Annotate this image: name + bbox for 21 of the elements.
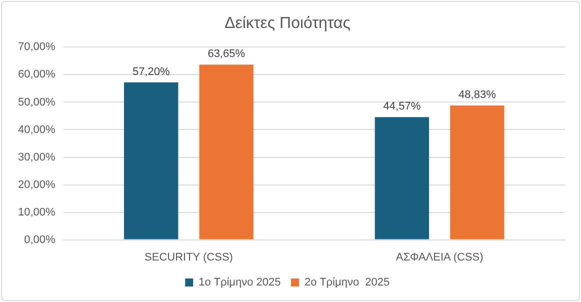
bar (199, 64, 254, 240)
legend-label: 1ο Τρίμηνο 2025 (198, 276, 281, 289)
y-tick-label: 50,00% (18, 96, 56, 108)
y-tick-label: 30,00% (18, 151, 56, 164)
bar (450, 105, 504, 240)
y-tick-label: 20,00% (18, 178, 56, 191)
y-tick-label: 60,00% (18, 68, 56, 81)
bar (124, 82, 178, 240)
y-tick-label: 40,00% (18, 124, 56, 136)
y-tick-label: 0,00% (24, 234, 56, 246)
chart-title: Δείκτες Ποιότητας (224, 15, 351, 32)
x-tick-label: ΑΣΦΑΛΕΙΑ (CSS) (396, 251, 484, 264)
y-tick-label: 10,00% (18, 206, 56, 218)
x-tick-label: SECURITY (CSS) (144, 251, 233, 264)
legend-label: 2ο Τρίμηνο 2025 (304, 276, 390, 289)
y-tick-label: 70,00% (18, 41, 56, 54)
data-label: 44,57% (383, 100, 421, 113)
data-label: 57,20% (132, 66, 170, 78)
data-label: 63,65% (208, 48, 246, 60)
data-label: 48,83% (458, 88, 496, 101)
bar (374, 117, 430, 240)
